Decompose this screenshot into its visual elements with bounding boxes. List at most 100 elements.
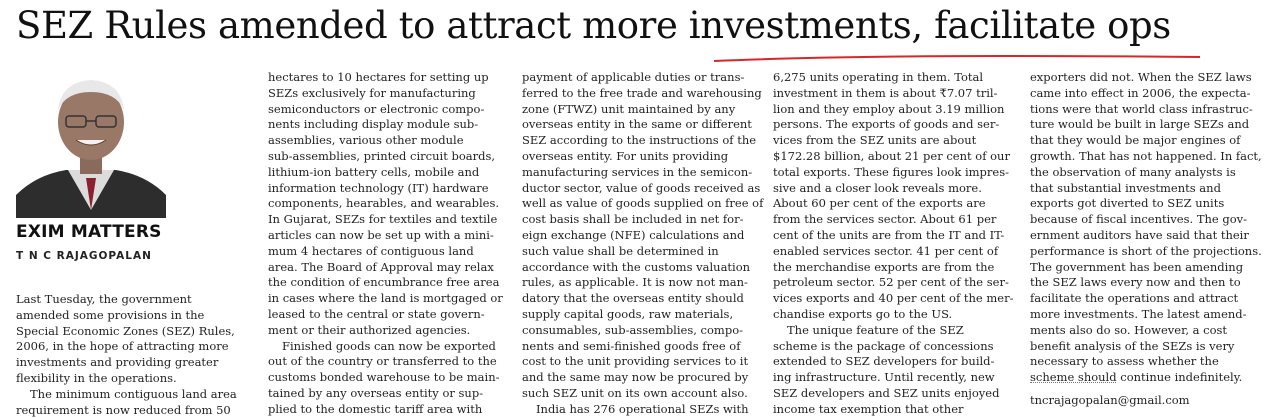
text-line: plied to the domestic tariff area with	[268, 401, 483, 416]
author-name: T N C RAJAGOPALAN	[16, 250, 152, 262]
text-line: The minimum contiguous land area	[30, 386, 237, 401]
text-line: datory that the overseas entity should	[522, 291, 744, 306]
text-line: nents and semi-finished goods free of	[522, 338, 741, 353]
text-line: the condition of encumbrance free area	[268, 275, 500, 290]
text-line: from the services sector. About 61 per	[773, 212, 997, 227]
text-line: income tax exemption that other	[773, 401, 964, 416]
text-line: that substantial investments and	[1030, 180, 1221, 195]
text-line: area. The Board of Approval may relax	[268, 259, 494, 274]
text-line: 6,275 units operating in them. Total	[773, 70, 984, 84]
text-line: overseas entity. For units providing	[522, 148, 729, 163]
text-line: vices exports and 40 per cent of the mer…	[773, 291, 1014, 306]
text-line: lithium-ion battery cells, mobile and	[268, 164, 480, 179]
text-line: exports got diverted to SEZ units	[1030, 196, 1225, 211]
text-line: chandise exports go to the US.	[773, 306, 953, 321]
text-line: in cases where the land is mortgaged or	[268, 291, 503, 306]
text-line: ment or their authorized agencies.	[268, 322, 471, 337]
text-line: manufacturing services in the semicon-	[522, 164, 753, 179]
red-underline	[713, 55, 1201, 62]
text-line: performance is short of the projections.	[1030, 243, 1262, 258]
text-line: cost to the unit providing services to i…	[522, 354, 749, 369]
text-line: facilitate the operations and attract	[1030, 291, 1239, 306]
text-line: Last Tuesday, the government	[16, 292, 192, 306]
text-line: the SEZ laws every now and then to	[1030, 275, 1241, 290]
text-line: payment of applicable duties or trans-	[522, 70, 745, 84]
text-line: leased to the central or state govern-	[268, 306, 485, 321]
text-line: tions were that world class infrastruc-	[1030, 101, 1253, 116]
text-line: zone (FTWZ) unit maintained by any	[522, 101, 736, 116]
text-line: sub-assemblies, printed circuit boards,	[268, 148, 496, 163]
text-line: SEZ according to the instructions of the	[522, 133, 757, 148]
text-line: ferred to the free trade and warehousing	[522, 85, 762, 100]
text-line: sive and a closer look reveals more.	[773, 180, 982, 195]
text-line: more investments. The latest amend-	[1030, 306, 1247, 321]
text-line: that they would be major engines of	[1030, 133, 1241, 148]
text-line: investment in them is about ₹7.07 tril-	[773, 85, 998, 100]
text-line: cent of the units are from the IT and IT…	[773, 227, 1005, 242]
text-line: About 60 per cent of the exports are	[773, 196, 986, 211]
text-line: benefit analysis of the SEZs is very	[1030, 338, 1235, 353]
text-line: supply capital goods, raw materials,	[522, 306, 734, 321]
text-line: investments and providing greater	[16, 355, 219, 370]
text-line: persons. The exports of goods and ser-	[773, 117, 1000, 132]
column-2: hectares to 10 hectares for setting up S…	[268, 70, 503, 418]
text-line: such SEZ unit on its own account also.	[522, 385, 748, 400]
text-line: enabled services sector. 41 per cent of	[773, 243, 999, 258]
text-line: India has 276 operational SEZs with	[536, 401, 749, 416]
text-line: nents including display module sub-	[268, 117, 479, 132]
text-line: SEZ developers and SEZ units enjoyed	[773, 385, 1000, 400]
text-line: Special Economic Zones (SEZ) Rules,	[16, 323, 235, 338]
text-line: the merchandise exports are from the	[773, 259, 995, 274]
text-line: vices from the SEZ units are about	[773, 133, 977, 148]
text-line: out of the country or transferred to the	[268, 354, 497, 369]
column-3: payment of applicable duties or trans- f…	[522, 70, 764, 418]
column-4: 6,275 units operating in them. Total inv…	[773, 70, 1013, 418]
text-line: consumables, sub-assemblies, compo-	[522, 322, 743, 337]
text-line: 2006, in the hope of attracting more	[16, 339, 229, 354]
text-line: The unique feature of the SEZ	[787, 322, 964, 337]
text-line: lion and they employ about 3.19 million	[773, 101, 1005, 116]
text-line: eign exchange (NFE) calculations and	[522, 227, 745, 242]
text-line: ductor sector, value of goods received a…	[522, 180, 761, 195]
divider	[1030, 382, 1116, 383]
text-line: hectares to 10 hectares for setting up	[268, 70, 489, 84]
text-line: components, hearables, and wearables.	[268, 196, 500, 211]
column-1: Last Tuesday, the government amended som…	[16, 292, 242, 418]
text-line: The government has been amending	[1030, 259, 1244, 274]
text-line: ture would be built in large SEZs and	[1030, 117, 1250, 132]
text-line: petroleum sector. 52 per cent of the ser…	[773, 275, 1009, 290]
text-line: articles can now be set up with a mini-	[268, 227, 494, 242]
text-line: ernment auditors have said that their	[1030, 227, 1249, 242]
author-photo	[16, 70, 166, 218]
text-line: well as value of goods supplied on free …	[522, 196, 764, 211]
text-line: ing infrastructure. Until recently, new	[773, 370, 995, 385]
text-line: and the same may now be procured by	[522, 370, 749, 385]
text-line: flexibility in the operations.	[16, 370, 177, 385]
column-5: exporters did not. When the SEZ laws cam…	[1030, 70, 1262, 386]
text-line: necessary to assess whether the	[1030, 354, 1219, 369]
column-title: EXIM MATTERS	[16, 222, 162, 242]
text-line: because of fiscal incentives. The gov-	[1030, 212, 1248, 227]
text-line: growth. That has not happened. In fact,	[1030, 148, 1262, 163]
text-line: total exports. These figures look impres…	[773, 164, 1009, 179]
text-line: Finished goods can now be exported	[282, 338, 496, 353]
text-line: customs bonded warehouse to be main-	[268, 370, 500, 385]
author-email: tncrajagopalan@gmail.com	[1030, 393, 1190, 407]
text-line: extended to SEZ developers for build-	[773, 354, 995, 369]
text-line: scheme should continue indefinitely.	[1030, 370, 1243, 385]
text-line: cost basis shall be included in net for-	[522, 212, 744, 227]
text-line: $172.28 billion, about 21 per cent of ou…	[773, 148, 1010, 163]
text-line: scheme is the package of concessions	[773, 338, 994, 353]
text-line: overseas entity in the same or different	[522, 117, 752, 132]
text-line: In Gujarat, SEZs for textiles and textil…	[268, 212, 498, 227]
text-line: exporters did not. When the SEZ laws	[1030, 70, 1252, 84]
text-line: the observation of many analysts is	[1030, 164, 1236, 179]
text-line: rules, as applicable. It is now not man-	[522, 275, 748, 290]
text-line: amended some provisions in the	[16, 307, 205, 322]
text-line: accordance with the customs valuation	[522, 259, 751, 274]
headline: SEZ Rules amended to attract more invest…	[16, 4, 1171, 47]
text-line: SEZs exclusively for manufacturing	[268, 85, 476, 100]
text-line: semiconductors or electronic compo-	[268, 101, 485, 116]
text-line: tained by any overseas entity or sup-	[268, 385, 484, 400]
text-line: came into effect in 2006, the expecta-	[1030, 85, 1251, 100]
